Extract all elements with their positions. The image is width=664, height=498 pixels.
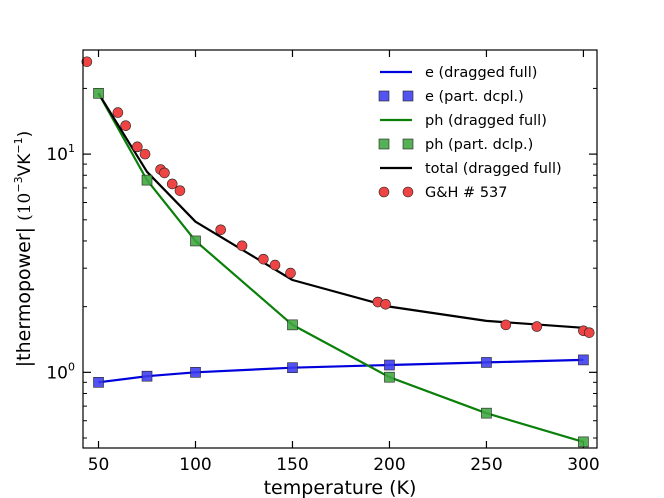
- circle-marker-g-h-537: [166, 178, 178, 190]
- y-axis-label: |thermopower| (10−3VK−1): [12, 131, 35, 367]
- circle-marker-g-h-537: [236, 240, 248, 252]
- circle-marker-g-h-537: [132, 141, 143, 153]
- square-marker-e-part-dcpl: [93, 377, 104, 388]
- legend: e (dragged full) e (part. dcpl.) ph (dragg…: [378, 65, 562, 201]
- x-tick-label: 300: [567, 455, 599, 475]
- square-marker-e-part-dcpl: [578, 354, 589, 366]
- x-tick-label: 200: [373, 455, 405, 475]
- circle-marker-g-h-537: [269, 259, 281, 271]
- square-marker-e-part-dcpl: [190, 367, 201, 378]
- circle-marker-g-h-537: [380, 298, 391, 310]
- square-marker-e-part-dcpl: [141, 370, 153, 382]
- square-marker-ph-part-dclp: [287, 319, 298, 331]
- plot-area: [83, 50, 597, 448]
- circle-marker-g-h-537: [81, 56, 93, 68]
- square-marker-ph-part-dclp: [141, 174, 153, 186]
- square-marker-ph-part-dclp: [481, 407, 492, 419]
- circle-marker-g-h-537: [258, 253, 269, 265]
- square-marker-e-part-dcpl: [384, 359, 395, 371]
- y-axis-label-unit2: VK: [15, 153, 35, 177]
- x-tick-label: 250: [470, 455, 502, 475]
- legend-label: total (dragged full): [425, 161, 562, 177]
- legend-label: G&H # 537: [425, 185, 508, 201]
- square-marker-e-part-dcpl: [287, 362, 298, 374]
- ticks-layer: 50 100 150 200 250 300 100 101: [46, 49, 600, 475]
- circle-marker-g-h-537: [139, 148, 151, 160]
- square-marker-e-part-dcpl: [481, 357, 492, 368]
- legend-square-e-part-dcpl: [402, 90, 414, 102]
- plot-frame: [82, 49, 598, 449]
- x-axis-label: temperature (K): [264, 477, 417, 498]
- legend-label: ph (part. dclp.): [425, 137, 533, 153]
- series-line-total-dragged-full: [97, 92, 584, 329]
- x-tick-label: 100: [179, 455, 211, 475]
- circle-marker-g-h-537: [112, 107, 124, 118]
- circle-marker-g-h-537: [583, 327, 595, 338]
- legend-square-ph-part-dclp: [402, 138, 414, 150]
- y-axis-label-close: ): [15, 131, 35, 138]
- series-layer: [81, 56, 595, 448]
- square-marker-ph-part-dclp: [93, 87, 104, 99]
- y-axis-label-main: |thermopower|: [13, 221, 35, 367]
- legend-circle-g-h-537: [402, 186, 414, 198]
- y-axis-label-unit: (10: [15, 193, 35, 221]
- circle-marker-g-h-537: [285, 267, 296, 279]
- legend-label: e (dragged full): [425, 65, 537, 81]
- x-tick-label: 150: [276, 455, 308, 475]
- legend-square-e-part-dcpl: [378, 90, 390, 102]
- legend-circle-g-h-537: [378, 186, 390, 198]
- square-marker-ph-part-dclp: [578, 436, 589, 448]
- square-marker-ph-part-dclp: [190, 235, 201, 247]
- square-marker-ph-part-dclp: [384, 371, 395, 383]
- x-tick-label: 50: [88, 455, 110, 475]
- circle-marker-g-h-537: [159, 167, 170, 179]
- legend-label: e (part. dcpl.): [425, 89, 524, 105]
- circle-marker-g-h-537: [120, 120, 131, 131]
- legend-square-ph-part-dclp: [378, 138, 390, 150]
- y-tick-label: 100: [46, 360, 75, 383]
- y-tick-label: 101: [46, 142, 75, 165]
- y-axis-label-exp: −3: [12, 176, 25, 192]
- y-axis-label-exp2: −1: [12, 137, 25, 153]
- legend-label: ph (dragged full): [425, 113, 547, 129]
- circle-marker-g-h-537: [174, 185, 186, 196]
- circle-marker-g-h-537: [531, 321, 543, 332]
- circle-marker-g-h-537: [215, 224, 227, 236]
- circle-marker-g-h-537: [500, 319, 512, 331]
